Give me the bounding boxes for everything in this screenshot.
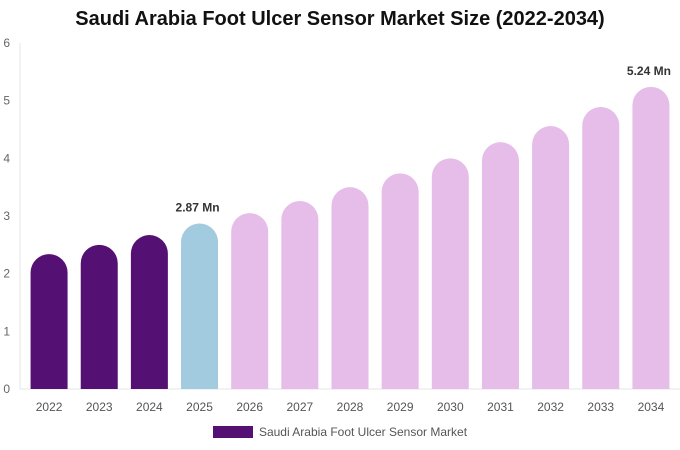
x-tick-label: 2025 <box>186 400 213 414</box>
bar-2023 <box>80 244 118 389</box>
legend-swatch <box>212 426 253 438</box>
bar-2029 <box>381 173 419 389</box>
bar-2033 <box>582 107 620 389</box>
bar-2031 <box>481 142 519 389</box>
bar-2034 <box>632 86 670 390</box>
bar-2024 <box>130 235 168 389</box>
x-tick-label: 2023 <box>86 400 113 414</box>
x-tick-label: 2031 <box>487 400 514 414</box>
bar-2030 <box>431 158 469 389</box>
y-tick-label: 2 <box>3 267 10 281</box>
bar-2028 <box>331 187 369 389</box>
x-tick-label: 2022 <box>36 400 63 414</box>
bar-2025 <box>181 223 219 389</box>
y-tick-label: 0 <box>3 382 10 396</box>
x-tick-label: 2029 <box>387 400 414 414</box>
x-tick-label: 2034 <box>638 400 665 414</box>
x-tick-label: 2032 <box>537 400 564 414</box>
legend-label: Saudi Arabia Foot Ulcer Sensor Market <box>258 425 468 439</box>
y-tick-label: 3 <box>3 209 10 223</box>
bar-2032 <box>532 126 570 389</box>
x-tick-label: 2024 <box>136 400 163 414</box>
data-label: 2.87 Mn <box>176 200 220 214</box>
y-tick-label: 5 <box>3 94 10 108</box>
data-label: 5.24 Mn <box>627 64 671 78</box>
x-tick-label: 2033 <box>587 400 614 414</box>
x-tick-label: 2026 <box>236 400 263 414</box>
y-tick-label: 4 <box>3 151 10 165</box>
bar-2026 <box>231 213 269 389</box>
x-tick-label: 2028 <box>337 400 364 414</box>
x-tick-label: 2027 <box>286 400 313 414</box>
y-tick-label: 1 <box>3 324 10 338</box>
bar-2022 <box>30 254 68 389</box>
bar-2027 <box>281 201 319 389</box>
legend: Saudi Arabia Foot Ulcer Sensor Market <box>0 425 680 439</box>
y-tick-label: 6 <box>3 36 10 50</box>
chart-title: Saudi Arabia Foot Ulcer Sensor Market Si… <box>75 8 605 30</box>
x-tick-label: 2030 <box>437 400 464 414</box>
